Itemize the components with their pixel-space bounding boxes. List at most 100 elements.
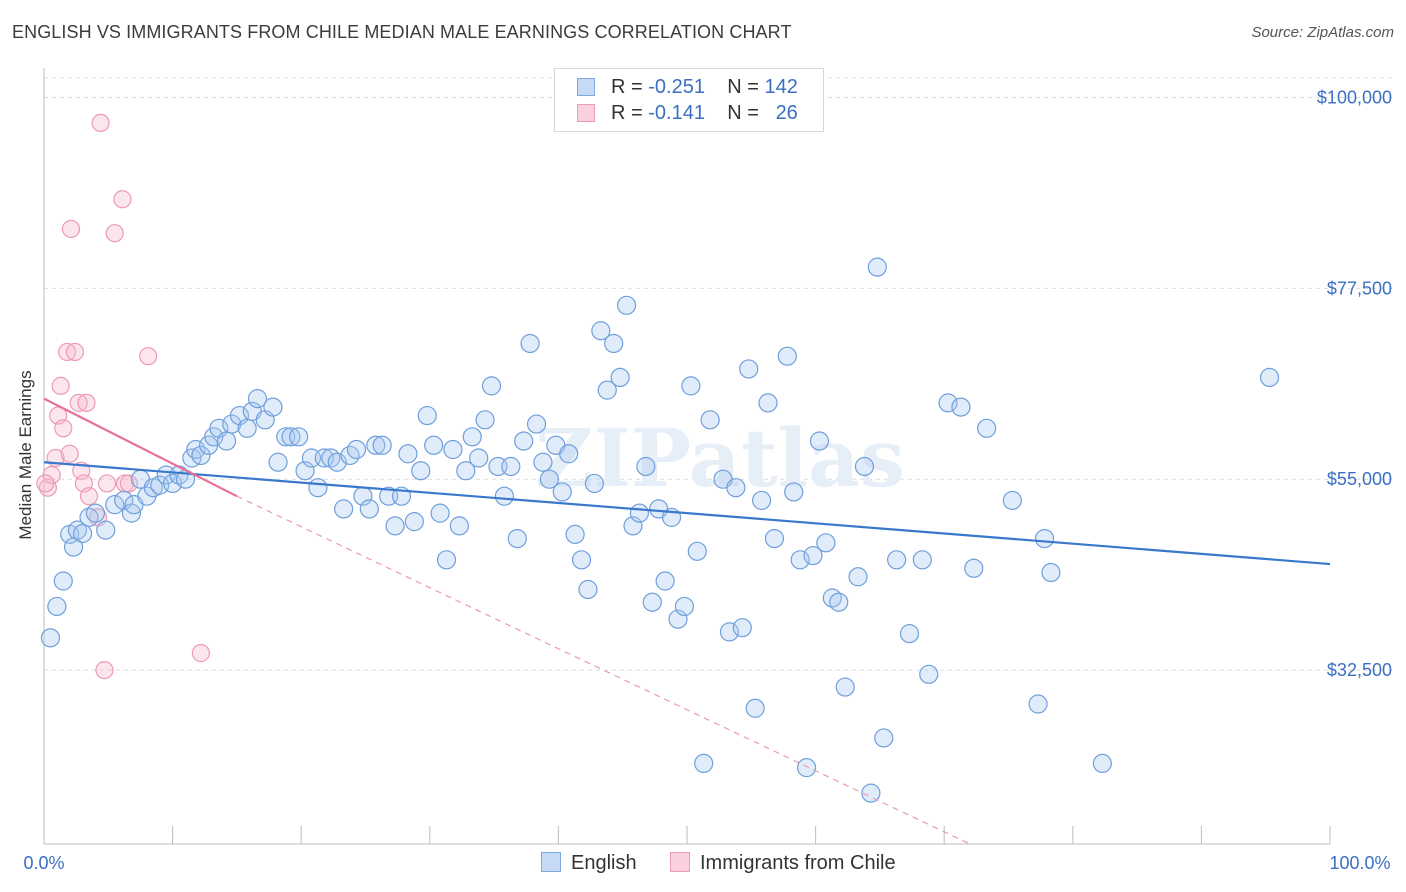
english-point-99 (674, 596, 695, 617)
chile-trend-line (43, 397, 238, 498)
chile-trend-extension (236, 495, 971, 845)
chile-r-value: -0.141 (648, 102, 705, 124)
english-point-96 (655, 571, 675, 591)
chile-point-19 (105, 224, 124, 243)
chile-point-5 (54, 419, 73, 438)
chile-legend-swatch (670, 852, 690, 872)
english-point-133 (951, 397, 971, 417)
source-label: Source: ZipAtlas.com (1251, 24, 1394, 41)
chile-legend-label: Immigrants from Chile (700, 852, 896, 874)
english-point-135 (977, 418, 997, 438)
english-point-66 (462, 427, 482, 447)
english-point-39 (289, 427, 309, 447)
english-point-46 (334, 499, 354, 519)
english-point-107 (732, 618, 752, 638)
english-point-141 (1259, 367, 1280, 388)
english-point-69 (481, 376, 502, 396)
english-point-77 (533, 452, 553, 472)
english-point-88 (604, 333, 624, 354)
english-point-83 (571, 550, 592, 570)
english-point-67 (469, 448, 489, 468)
y-tick-labels: $100,000 $77,500 $55,000 $32,500 (1317, 87, 1392, 680)
legend-item-english[interactable]: English (541, 852, 637, 875)
english-point-23 (186, 439, 206, 460)
english-point-93 (636, 456, 656, 477)
english-point-111 (758, 393, 778, 413)
english-point-117 (803, 545, 823, 566)
english-point-8 (85, 503, 106, 523)
english-point-112 (764, 528, 785, 549)
chile-point-18 (97, 474, 117, 493)
english-point-124 (854, 456, 875, 477)
english-point-139 (1041, 562, 1061, 583)
english-point-131 (919, 664, 939, 684)
english-point-94 (642, 592, 662, 612)
english-point-128 (887, 550, 907, 570)
english-point-73 (507, 528, 527, 549)
english-point-118 (809, 431, 830, 451)
english-point-102 (694, 753, 714, 774)
english-point-35 (263, 397, 283, 417)
y-axis-title: Median Male Earnings (16, 370, 35, 539)
chile-swatch (577, 104, 595, 122)
english-point-60 (424, 435, 444, 455)
x-tick-label-min: 0.0% (23, 853, 64, 873)
english-point-140 (1092, 753, 1112, 774)
chile-point-8 (61, 219, 81, 239)
english-point-54 (385, 516, 405, 536)
english-point-123 (848, 567, 868, 587)
english-point-68 (475, 410, 495, 430)
english-point-108 (739, 359, 759, 379)
english-point-9 (96, 520, 116, 540)
chile-point-13 (77, 393, 96, 412)
english-trend-line (43, 461, 1331, 566)
english-point-52 (372, 435, 392, 455)
english-point-110 (751, 490, 772, 511)
english-point-64 (449, 516, 469, 536)
chile-r-label: R = (611, 102, 643, 124)
english-point-33 (247, 389, 268, 409)
english-point-78 (539, 469, 559, 489)
english-point-59 (417, 405, 437, 426)
legend-item-chile[interactable]: Immigrants from Chile (670, 852, 896, 875)
english-legend-swatch (541, 852, 561, 872)
english-point-130 (912, 550, 932, 570)
english-point-84 (578, 579, 598, 600)
chile-point-16 (91, 113, 110, 133)
english-point-1 (47, 596, 67, 617)
y-tick-label-3: $32,500 (1327, 660, 1392, 680)
english-point-51 (366, 435, 386, 455)
english-point-122 (835, 677, 855, 697)
english-point-31 (237, 418, 257, 438)
english-point-87 (597, 380, 617, 400)
english-n-value: 142 (764, 76, 798, 98)
english-point-2 (53, 571, 73, 591)
chile-point-4 (51, 376, 70, 395)
english-point-75 (520, 333, 540, 354)
y-tick-label-2: $55,000 (1327, 469, 1392, 489)
english-point-101 (687, 541, 707, 561)
y-tick-label-1: $77,500 (1327, 278, 1392, 298)
english-point-71 (494, 486, 514, 506)
english-point-62 (436, 550, 457, 570)
english-point-57 (404, 512, 424, 532)
english-point-134 (964, 558, 984, 578)
english-point-127 (874, 728, 894, 748)
chile-point-14 (79, 487, 99, 506)
english-point-63 (443, 439, 463, 460)
english-n-label: N = (727, 76, 759, 98)
english-point-129 (899, 624, 920, 644)
english-point-116 (796, 758, 817, 778)
chile-point-6 (58, 342, 77, 362)
chile-point-17 (95, 660, 114, 680)
english-point-132 (938, 393, 958, 413)
english-point-38 (281, 427, 301, 447)
english-point-58 (411, 461, 431, 481)
english-point-89 (610, 367, 630, 388)
english-point-119 (816, 533, 836, 553)
english-point-85 (584, 473, 605, 494)
english-point-121 (829, 592, 849, 612)
chile-point-25 (36, 474, 55, 493)
chile-point-22 (119, 474, 138, 493)
